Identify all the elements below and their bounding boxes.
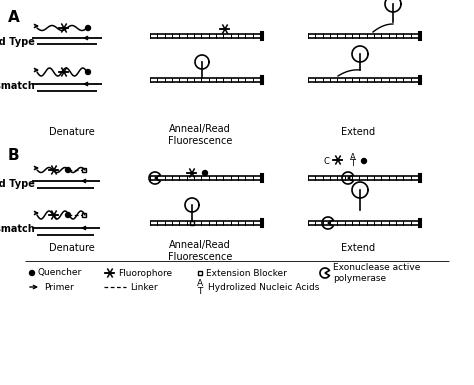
Text: T: T	[197, 288, 203, 296]
Bar	[190, 221, 194, 225]
Text: Denature: Denature	[49, 127, 95, 137]
Bar	[198, 271, 202, 275]
Text: Mismatch: Mismatch	[0, 224, 35, 234]
Text: Linker: Linker	[130, 283, 158, 291]
Bar	[82, 168, 86, 172]
Text: T: T	[350, 159, 356, 169]
Text: Fluorophore: Fluorophore	[118, 268, 172, 278]
Circle shape	[85, 70, 91, 75]
Circle shape	[65, 167, 71, 172]
Text: A: A	[8, 10, 20, 25]
Text: Extend: Extend	[341, 243, 375, 253]
Circle shape	[202, 171, 208, 176]
Text: A: A	[350, 154, 356, 162]
Circle shape	[65, 213, 71, 218]
Text: Hydrolized Nucleic Acids: Hydrolized Nucleic Acids	[208, 283, 319, 291]
Text: Extension Blocker: Extension Blocker	[206, 268, 287, 278]
Circle shape	[85, 25, 91, 30]
Text: C: C	[323, 157, 329, 166]
Text: Denature: Denature	[49, 243, 95, 253]
Text: Primer: Primer	[44, 283, 74, 291]
Text: Anneal/Read
Fluorescence: Anneal/Read Fluorescence	[168, 124, 232, 146]
Circle shape	[362, 159, 366, 164]
Text: Exonuclease active
polymerase: Exonuclease active polymerase	[333, 263, 420, 283]
Bar	[82, 213, 86, 217]
Text: Wild Type: Wild Type	[0, 37, 35, 47]
Text: Anneal/Read
Fluorescence: Anneal/Read Fluorescence	[168, 240, 232, 261]
Text: Mismatch: Mismatch	[0, 81, 35, 91]
Text: Extend: Extend	[341, 127, 375, 137]
Circle shape	[29, 271, 35, 276]
Text: Quencher: Quencher	[38, 268, 82, 278]
Text: B: B	[8, 148, 19, 163]
Text: A: A	[197, 280, 203, 288]
Text: Wild Type: Wild Type	[0, 179, 35, 189]
